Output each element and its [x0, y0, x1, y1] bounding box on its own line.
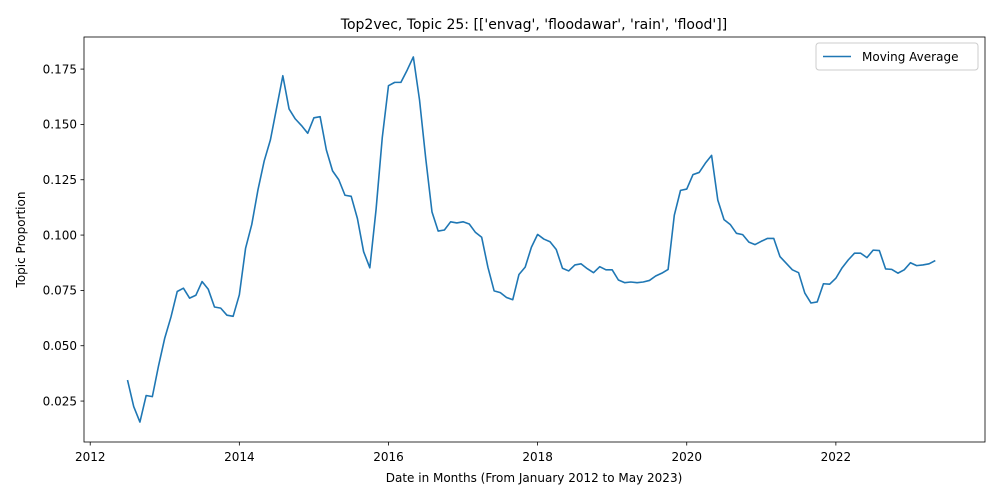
- legend: Moving Average: [815, 42, 979, 71]
- x-tick-label: 2020: [671, 450, 702, 464]
- y-tick-label: 0.025: [43, 394, 77, 408]
- y-axis-label: Topic Proportion: [14, 192, 28, 289]
- x-tick-label: 2014: [224, 450, 255, 464]
- x-tick-label: 2012: [75, 450, 106, 464]
- y-tick-label: 0.100: [43, 228, 77, 242]
- y-tick-label: 0.050: [43, 339, 77, 353]
- y-tick-label: 0.125: [43, 173, 77, 187]
- series-line: [126, 56, 936, 423]
- y-tick-label: 0.150: [43, 118, 77, 132]
- chart-title: Top2vec, Topic 25: [['envag', 'floodawar…: [340, 17, 727, 33]
- x-tick-label: 2018: [522, 450, 553, 464]
- plot-frame: [83, 36, 986, 443]
- x-axis: 2012 2014 2016 2018 2020 2022: [75, 442, 851, 464]
- y-tick-label: 0.175: [43, 62, 77, 76]
- x-tick-label: 2016: [373, 450, 404, 464]
- x-tick-label: 2022: [821, 450, 852, 464]
- legend-label: Moving Average: [862, 50, 958, 64]
- y-axis: 0.025 0.050 0.075 0.100 0.125 0.150 0.175: [43, 62, 84, 408]
- plot-area: [126, 56, 936, 423]
- y-tick-label: 0.075: [43, 284, 77, 298]
- legend-box: [815, 42, 979, 71]
- x-axis-label: Date in Months (From January 2012 to May…: [386, 471, 683, 485]
